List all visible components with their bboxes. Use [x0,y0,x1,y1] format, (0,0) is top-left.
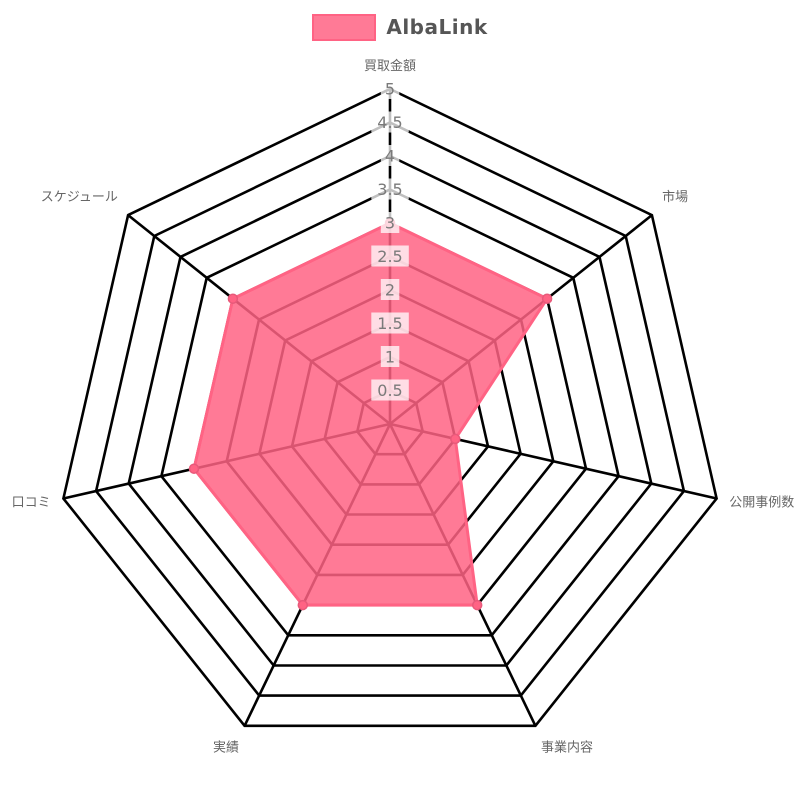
tick-backdrop [380,145,400,166]
legend-series-label: AlbaLink [386,15,488,39]
tick-label: 3 [385,214,395,233]
tick-backdrop [371,312,409,334]
data-point[interactable] [227,293,239,304]
legend-swatch [312,13,377,41]
tick-backdrop [380,346,400,367]
grid-ring [94,121,686,697]
tick-backdrop [371,111,409,133]
tick-label: 2.5 [377,247,402,266]
series-polygon [192,221,549,607]
tick-backdrop [380,279,400,300]
axis-label: 買取金額 [364,58,416,74]
data-point[interactable] [450,433,461,445]
data-point[interactable] [297,599,309,611]
tick-label: 1 [385,348,395,367]
tick-backdrop [371,245,409,267]
axis-label: 口コミ [12,495,51,510]
grid-ring [127,154,653,667]
axis-label: スケジュール [41,190,118,205]
tick-backdrop [380,78,400,99]
data-point[interactable] [188,463,200,474]
tick-backdrop [380,212,400,233]
grid-ring [61,87,719,728]
tick-label: 4.5 [377,113,402,132]
axis-label: 市場 [662,189,688,205]
axis-label: 事業内容 [541,740,593,756]
axis-label: 公開事例数 [729,495,794,510]
tick-backdrop [371,379,409,401]
tick-label: 3.5 [377,180,402,199]
tick-label: 1.5 [377,314,402,333]
data-point[interactable] [541,293,553,304]
tick-label: 4 [385,147,395,166]
tick-label: 0.5 [377,381,402,400]
chart-legend[interactable]: AlbaLink [0,12,800,42]
tick-backdrop [371,178,409,200]
grid-ring [159,188,621,637]
tick-label: 5 [385,80,395,99]
axis-label: 実績 [213,740,239,756]
tick-label: 2 [385,281,395,300]
data-point[interactable] [471,599,483,611]
